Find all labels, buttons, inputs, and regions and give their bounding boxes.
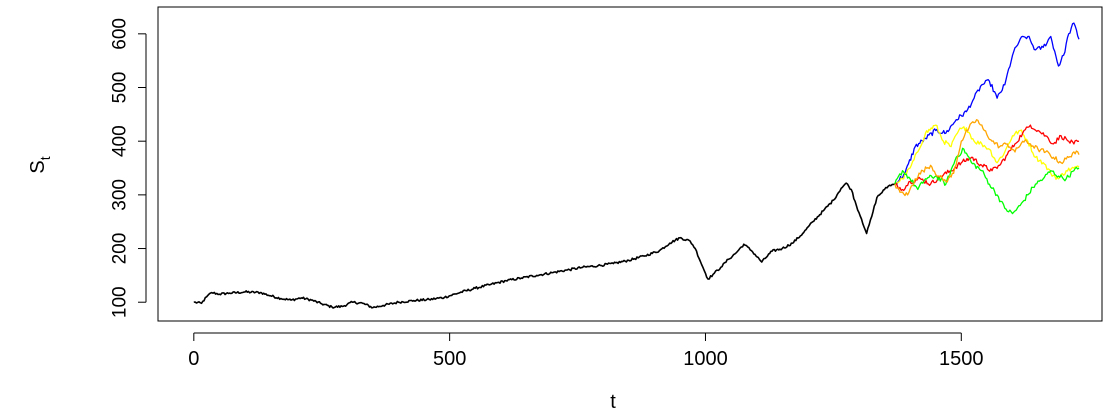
series-line-5 xyxy=(894,119,1080,197)
y-axis-label: St xyxy=(27,156,53,173)
series-line-0 xyxy=(193,182,895,309)
x-tick-label: 1500 xyxy=(939,348,984,370)
y-tick-label: 600 xyxy=(110,18,131,50)
y-tick-label: 100 xyxy=(110,286,131,318)
y-tick-label: 300 xyxy=(110,179,131,211)
x-axis-label: t xyxy=(610,391,616,413)
y-tick-label: 200 xyxy=(110,233,131,265)
series-line-3 xyxy=(894,124,1080,192)
x-tick-label: 0 xyxy=(188,348,199,370)
y-tick-label: 500 xyxy=(110,72,131,104)
x-axis: 0 500 1000 1500 xyxy=(188,332,984,370)
y-axis: 100 200 300 400 500 600 xyxy=(110,18,147,318)
plot-frame xyxy=(157,6,1103,322)
series-layer xyxy=(193,22,1080,309)
series-line-2 xyxy=(894,124,1080,185)
y-tick-label: 400 xyxy=(110,125,131,157)
y-axis-label-main: S xyxy=(27,160,49,173)
y-axis-label-subscript: t xyxy=(37,156,53,160)
series-line-1 xyxy=(894,22,1080,185)
x-tick-label: 1000 xyxy=(683,348,728,370)
x-tick-label: 500 xyxy=(433,348,466,370)
series-line-4 xyxy=(894,147,1080,215)
